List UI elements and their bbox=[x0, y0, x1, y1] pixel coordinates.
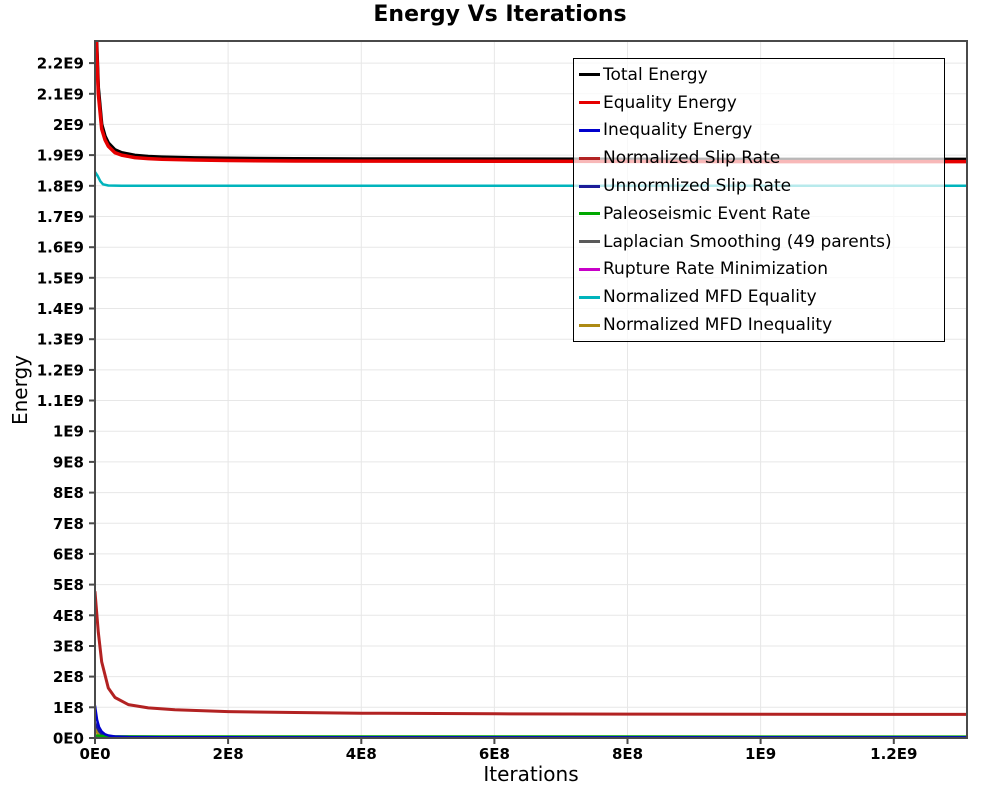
legend-item: Paleoseismic Event Rate bbox=[574, 201, 944, 227]
legend-item: Total Energy bbox=[574, 62, 944, 88]
legend-item-label: Laplacian Smoothing (49 parents) bbox=[603, 231, 892, 252]
y-tick-label: 2.1E9 bbox=[37, 85, 84, 103]
y-tick-label: 1.2E9 bbox=[37, 361, 84, 379]
y-tick-label: 6E8 bbox=[53, 545, 84, 563]
y-tick-label: 2E9 bbox=[53, 116, 84, 134]
legend-item-label: Rupture Rate Minimization bbox=[603, 259, 828, 280]
plot-frame bbox=[94, 40, 968, 739]
y-tick-label: 4E8 bbox=[53, 607, 84, 625]
legend-color-swatch bbox=[579, 73, 600, 77]
series-line bbox=[95, 170, 967, 188]
legend-item-label: Unnormlized Slip Rate bbox=[603, 176, 792, 197]
legend-item-label: Equality Energy bbox=[603, 92, 737, 113]
y-tick-label: 2E8 bbox=[53, 668, 84, 686]
legend-color-swatch bbox=[579, 323, 600, 327]
legend-color-swatch bbox=[579, 240, 600, 244]
legend-item: Normalized Slip Rate bbox=[574, 145, 944, 171]
y-tick-label: 9E8 bbox=[53, 453, 84, 471]
x-tick-label: 6E8 bbox=[479, 745, 510, 763]
y-tick-label: 1E8 bbox=[53, 699, 84, 717]
legend-color-swatch bbox=[579, 128, 600, 132]
y-tick-label: 1.9E9 bbox=[37, 147, 84, 165]
legend-color-swatch bbox=[579, 156, 600, 160]
legend-item-label: Paleoseismic Event Rate bbox=[603, 203, 811, 224]
x-axis-title: Iterations bbox=[483, 762, 579, 786]
x-tick-label: 4E8 bbox=[346, 745, 377, 763]
x-tick-label: 8E8 bbox=[612, 745, 643, 763]
x-tick-label: 2E8 bbox=[213, 745, 244, 763]
y-tick-label: 2.2E9 bbox=[37, 55, 84, 73]
legend-color-swatch bbox=[579, 295, 600, 299]
legend-item-label: Normalized Slip Rate bbox=[603, 148, 781, 169]
y-tick-label: 0E0 bbox=[53, 730, 84, 748]
legend-item-label: Inequality Energy bbox=[603, 120, 753, 141]
y-tick-label: 1.8E9 bbox=[37, 177, 84, 195]
legend-item: Laplacian Smoothing (49 parents) bbox=[574, 229, 944, 255]
x-tick-label: 1E9 bbox=[745, 745, 776, 763]
y-tick-label: 5E8 bbox=[53, 576, 84, 594]
legend-item: Normalized MFD Equality bbox=[574, 284, 944, 310]
y-tick-label: 1E9 bbox=[53, 423, 84, 441]
legend-item-label: Normalized MFD Inequality bbox=[603, 315, 833, 336]
chart-title: Energy Vs Iterations bbox=[373, 2, 627, 27]
legend-color-swatch bbox=[579, 101, 600, 105]
legend-item-label: Normalized MFD Equality bbox=[603, 287, 817, 308]
y-tick-label: 1.7E9 bbox=[37, 208, 84, 226]
tick-marks bbox=[89, 62, 895, 744]
series-line bbox=[95, 590, 967, 716]
legend-color-swatch bbox=[579, 212, 600, 216]
x-tick-label: 1.2E9 bbox=[870, 745, 917, 763]
y-tick-label: 1.3E9 bbox=[37, 331, 84, 349]
y-tick-label: 1.1E9 bbox=[37, 392, 84, 410]
y-tick-label: 1.5E9 bbox=[37, 269, 84, 287]
legend-color-swatch bbox=[579, 267, 600, 271]
legend-item: Unnormlized Slip Rate bbox=[574, 173, 944, 199]
x-tick-label: 0E0 bbox=[79, 745, 110, 763]
y-tick-label: 3E8 bbox=[53, 638, 84, 656]
y-tick-label: 8E8 bbox=[53, 484, 84, 502]
legend-item: Inequality Energy bbox=[574, 117, 944, 143]
y-tick-label: 1.6E9 bbox=[37, 239, 84, 257]
legend-color-swatch bbox=[579, 184, 600, 188]
x-tick-labels: 0E0 2E8 4E8 6E8 8E8 1E9 1.2E9 bbox=[79, 745, 917, 763]
y-tick-label: 1.4E9 bbox=[37, 300, 84, 318]
y-tick-label: 7E8 bbox=[53, 515, 84, 533]
y-tick-labels: 0E0 1E8 2E8 3E8 4E8 5E8 6E8 7E8 8E8 9E8 1E9 1.1E9 1.… bbox=[37, 55, 84, 748]
legend-item: Equality Energy bbox=[574, 90, 944, 116]
legend-item: Normalized MFD Inequality bbox=[574, 312, 944, 338]
legend: Total Energy Equality Energy Inequality En… bbox=[573, 58, 945, 342]
legend-item-label: Total Energy bbox=[603, 64, 708, 85]
legend-item: Rupture Rate Minimization bbox=[574, 256, 944, 282]
